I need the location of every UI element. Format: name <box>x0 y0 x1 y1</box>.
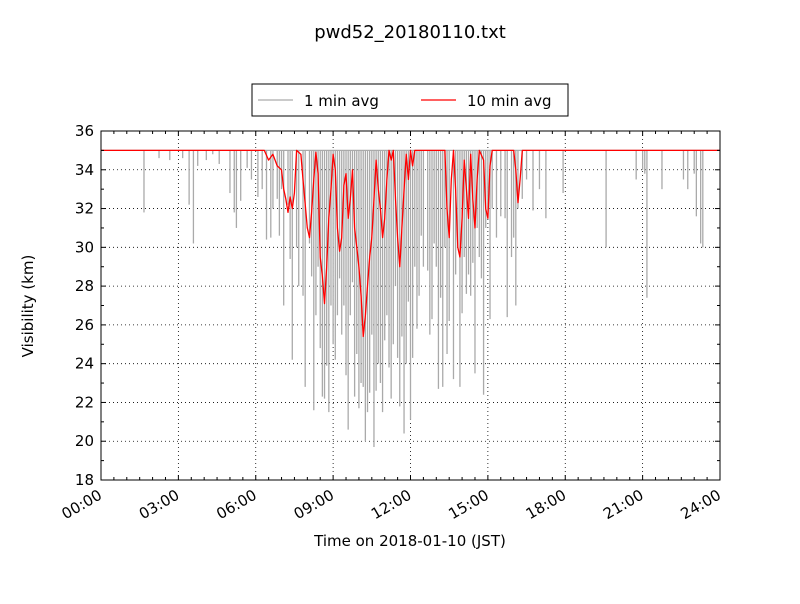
x-tick-label: 15:00 <box>445 486 491 523</box>
y-tick-label: 36 <box>75 122 94 140</box>
x-tick-label: 18:00 <box>523 486 569 523</box>
legend: 1 min avg 10 min avg <box>251 83 569 117</box>
x-tick-label: 03:00 <box>136 486 182 523</box>
x-tick-label: 24:00 <box>678 486 724 523</box>
y-tick-label: 20 <box>75 432 94 450</box>
x-tick-label: 21:00 <box>600 486 646 523</box>
legend-label-10min-avg: 10 min avg <box>467 92 552 110</box>
y-tick-label: 26 <box>75 316 94 334</box>
y-tick-label: 28 <box>75 277 94 295</box>
series-10min-line <box>101 149 720 338</box>
y-tick-labels: 18 20 22 24 26 28 30 32 34 36 <box>75 122 94 489</box>
legend-label-1min-avg: 1 min avg <box>304 92 379 110</box>
y-tick-label: 32 <box>75 200 94 218</box>
series-10min-avg <box>101 149 720 338</box>
y-tick-label: 18 <box>75 471 94 489</box>
y-tick-label: 34 <box>75 161 94 179</box>
y-axis-label: Visibility (km) <box>19 255 37 358</box>
x-tick-label: 00:00 <box>59 486 105 523</box>
x-tick-label: 06:00 <box>213 486 259 523</box>
chart-title: pwd52_20180110.txt <box>314 22 506 43</box>
y-tick-label: 30 <box>75 238 94 256</box>
x-tick-label: 12:00 <box>368 486 414 523</box>
axis-ticks <box>100 130 721 481</box>
x-axis-label: Time on 2018-01-10 (JST) <box>313 532 506 550</box>
x-tick-labels: 00:00 03:00 06:00 09:00 12:00 15:00 18:00 21:00… <box>59 486 724 523</box>
legend-box <box>251 83 569 117</box>
y-tick-label: 24 <box>75 355 94 373</box>
y-tick-label: 22 <box>75 393 94 411</box>
x-tick-label: 09:00 <box>291 486 337 523</box>
